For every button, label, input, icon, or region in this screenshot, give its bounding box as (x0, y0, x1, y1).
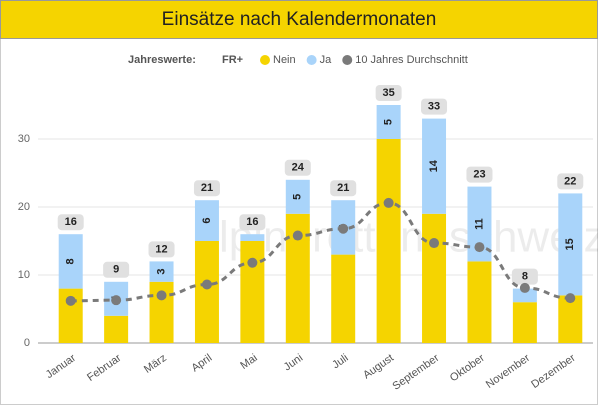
bar-segment (467, 261, 492, 343)
total-label: 8 (522, 271, 528, 283)
legend-swatch (342, 55, 353, 65)
average-point (111, 295, 122, 306)
segment-label: 6 (201, 218, 213, 224)
legend-label: 10 Jahres Durchschnitt (355, 54, 468, 66)
bar-segment (376, 105, 401, 139)
total-label-bg (557, 173, 584, 190)
total-label: 21 (337, 182, 349, 194)
legend-swatch (306, 55, 317, 65)
bar-segment (422, 213, 447, 343)
bar-segment (194, 200, 219, 241)
segment-label: 15 (564, 238, 576, 250)
bar-segment (58, 234, 83, 289)
bar-segment (240, 241, 265, 343)
total-label-bg (375, 85, 402, 101)
bar-segment (512, 302, 537, 343)
total-label-bg (330, 180, 357, 197)
bar-segment (104, 315, 129, 343)
total-label-bg (148, 241, 175, 258)
segment-label: 11 (473, 218, 485, 230)
legend-swatch (260, 55, 270, 65)
bar-segment (558, 193, 583, 296)
segment-label: 3 (155, 269, 167, 275)
y-tick-label: 20 (18, 201, 30, 213)
y-tick-label: 0 (24, 337, 30, 349)
total-label: 16 (65, 216, 77, 228)
segment-label: 5 (383, 119, 395, 125)
total-label: 35 (383, 87, 395, 99)
total-label-bg (466, 166, 493, 183)
total-label: 22 (564, 175, 576, 187)
total-label: 33 (428, 101, 440, 113)
average-point (565, 293, 576, 304)
total-label-bg (103, 261, 130, 278)
y-tick-label: 30 (18, 133, 30, 145)
chart-title: Einsätze nach Kalendermonaten (162, 9, 437, 30)
legend: Jahreswerte: FR+ (128, 54, 243, 66)
bar-segment (376, 139, 401, 343)
average-point (201, 279, 212, 290)
average-point (292, 230, 303, 241)
segment-label: 5 (292, 194, 304, 200)
total-label-bg (511, 268, 538, 285)
bar-segment (149, 261, 174, 282)
total-label-bg (284, 159, 311, 176)
bar-segment (331, 254, 356, 343)
segment-label: 14 (428, 159, 440, 172)
legend-title: Jahreswerte: (128, 54, 196, 66)
bar-segment (194, 241, 219, 343)
total-label: 23 (473, 169, 485, 181)
bar-segment (558, 295, 583, 343)
average-point (247, 257, 258, 268)
average-point (474, 242, 485, 253)
total-label-bg (421, 98, 448, 115)
bar-segment (512, 288, 537, 303)
total-label: 12 (155, 243, 167, 255)
total-label-bg (239, 214, 266, 231)
title-bar (0, 0, 598, 39)
average-point (338, 223, 349, 234)
average-point (519, 282, 530, 293)
legend-label: Ja (320, 54, 333, 66)
legend-label: Nein (273, 54, 296, 66)
total-label: 16 (246, 216, 258, 228)
legend-subtitle: FR+ (222, 54, 243, 66)
total-label: 9 (113, 264, 119, 276)
average-point (429, 238, 440, 249)
segment-label: 8 (65, 258, 77, 264)
total-label: 21 (201, 182, 213, 194)
average-point (65, 295, 76, 306)
bar-segment (285, 179, 310, 214)
total-label-bg (57, 214, 84, 231)
average-point (156, 290, 167, 301)
average-point (383, 197, 394, 208)
y-tick-label: 10 (18, 269, 30, 281)
bar-segment (240, 234, 265, 241)
bar-segment (422, 118, 447, 214)
total-label: 24 (292, 162, 305, 174)
total-label-bg (193, 180, 220, 197)
